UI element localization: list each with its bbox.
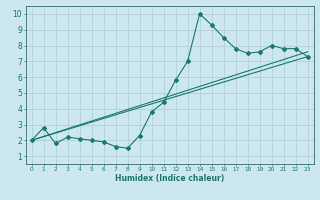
X-axis label: Humidex (Indice chaleur): Humidex (Indice chaleur)	[115, 174, 224, 183]
